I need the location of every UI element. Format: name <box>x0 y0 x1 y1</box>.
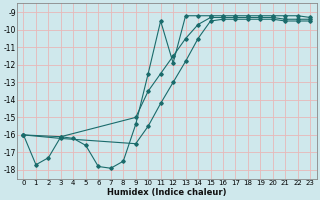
X-axis label: Humidex (Indice chaleur): Humidex (Indice chaleur) <box>107 188 227 197</box>
